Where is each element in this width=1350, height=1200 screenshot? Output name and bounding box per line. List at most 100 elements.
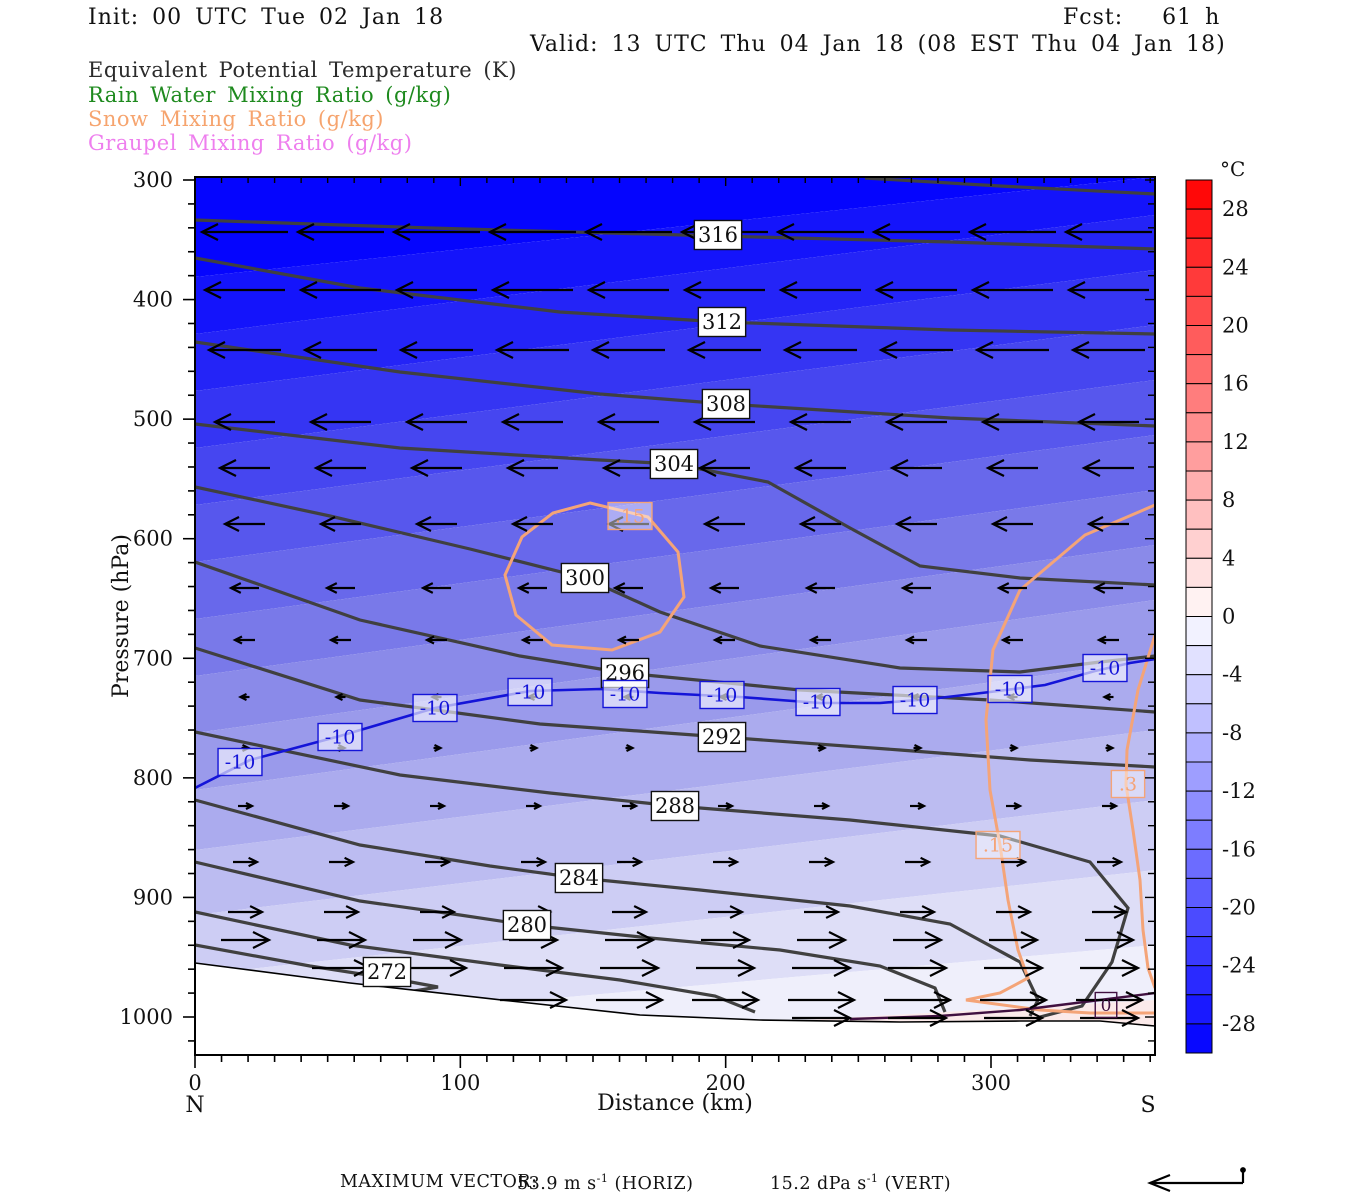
wind-arrow	[984, 1009, 1045, 1027]
colorbar-cell	[1185, 965, 1213, 996]
svg-text:-10: -10	[900, 689, 931, 711]
colorbar-tick-label: 12	[1222, 430, 1249, 454]
svg-text:-10: -10	[1090, 657, 1121, 679]
theta-e-contour-304	[195, 422, 1155, 587]
colorbar-cell	[1185, 1023, 1213, 1054]
wind-arrow	[1009, 744, 1019, 752]
colorbar-cell	[1185, 266, 1213, 297]
colorbar-cell	[1185, 848, 1213, 879]
wind-arrow	[778, 281, 861, 299]
colorbar-cell	[1185, 761, 1213, 792]
plot-area	[195, 177, 1155, 1055]
wind-arrow	[590, 341, 665, 359]
valid-time: Valid: 13 UTC Thu 04 Jan 18 (08 EST Thu …	[530, 32, 1226, 57]
y-tick-label: 300	[133, 168, 173, 192]
wind-arrow	[884, 413, 947, 431]
colorbar-tick-label: 24	[1222, 255, 1249, 279]
colorbar-unit: °C	[1220, 157, 1245, 181]
wind-arrow	[324, 905, 361, 919]
x-end-label-north: N	[185, 1093, 204, 1118]
y-axis-title: Pressure (hPa)	[109, 534, 134, 698]
x-tick-label: 200	[706, 1071, 746, 1095]
wind-arrow	[686, 341, 761, 359]
wind-arrow	[900, 582, 931, 594]
x-tick-label: 0	[188, 1071, 201, 1095]
wind-arrow	[600, 959, 661, 977]
svg-text:280: 280	[507, 913, 547, 937]
wind-arrow	[878, 341, 953, 359]
theta-e-label-316: 316	[693, 219, 743, 251]
wind-arrow	[990, 516, 1033, 532]
terrain-mask	[195, 963, 1155, 1055]
wind-arrow	[318, 516, 361, 532]
wind-arrow	[228, 582, 259, 594]
shading-band	[195, 270, 1155, 448]
wind-arrow	[217, 459, 270, 477]
svg-text:292: 292	[702, 725, 742, 749]
wind-arrow	[430, 802, 447, 810]
legend-snow: Snow Mixing Ratio (g/kg)	[88, 107, 384, 131]
colorbar-cell	[1185, 208, 1213, 239]
wind-arrow	[520, 635, 543, 645]
temperature-label: -10	[699, 680, 745, 710]
wind-arrow	[974, 341, 1049, 359]
colorbar-cell	[1185, 499, 1213, 530]
theta-e-contour-312	[195, 256, 1155, 336]
x-end-label-south: S	[1140, 1093, 1155, 1118]
theta-e-label-272: 272	[362, 956, 412, 988]
colorbar-tick-label: -20	[1222, 896, 1256, 920]
colorbar-tick-label: -12	[1222, 779, 1256, 803]
temperature-label: -10	[892, 685, 938, 715]
wind-arrow	[510, 516, 553, 532]
colorbar-cell	[1185, 703, 1213, 734]
svg-text:308: 308	[706, 392, 746, 416]
wind-arrow	[238, 693, 250, 701]
colorbar-cell	[1185, 819, 1213, 850]
colorbar-tick-label: 16	[1222, 372, 1249, 396]
theta-e-label-292: 292	[697, 721, 747, 753]
svg-text:284: 284	[559, 866, 599, 890]
wind-arrow	[420, 905, 457, 919]
svg-text:-10: -10	[707, 684, 738, 706]
wind-arrow	[788, 413, 851, 431]
wind-arrow	[682, 281, 765, 299]
colorbar-cell	[1185, 732, 1213, 763]
contour-labels: 316312308304300296292288284280272-10-10-…	[217, 219, 1146, 1019]
snow-contours	[503, 501, 1155, 1015]
colorbar-tick-label: -28	[1222, 1012, 1256, 1036]
svg-text:.3: .3	[1119, 773, 1137, 795]
legend-rain-water: Rain Water Mixing Ratio (g/kg)	[88, 83, 452, 107]
wind-arrow	[606, 516, 649, 532]
svg-text:-10: -10	[803, 691, 834, 713]
colorbar-cell	[1185, 645, 1213, 676]
wind-arrow	[612, 905, 649, 919]
wind-arrow	[313, 459, 366, 477]
wind-arrow	[980, 413, 1043, 431]
colorbar-cell	[1185, 354, 1213, 385]
wind-arrow	[424, 635, 447, 645]
legend-theta-e: Equivalent Potential Temperature (K)	[88, 58, 517, 82]
wind-arrow	[793, 459, 846, 477]
colorbar-cell	[1185, 586, 1213, 618]
x-tick-label: 300	[971, 1071, 1011, 1095]
graupel-label: 0	[1094, 991, 1118, 1019]
wind-arrow	[1102, 693, 1114, 701]
wind-arrow	[1006, 802, 1023, 810]
wind-arrow	[317, 931, 368, 949]
wind-arrow	[612, 582, 643, 594]
wind-arrow	[884, 991, 953, 1009]
max-vector-horiz: 53.9 m s-1 (HORIZ)	[517, 1172, 694, 1194]
legend-graupel: Graupel Mixing Ratio (g/kg)	[88, 131, 413, 155]
svg-text:-10: -10	[225, 751, 256, 773]
shading-band	[195, 490, 1155, 676]
wind-arrow	[900, 905, 937, 919]
theta-e-label-308: 308	[701, 388, 751, 420]
wind-arrow	[792, 959, 853, 977]
wind-arrow	[212, 413, 275, 431]
wind-arrow	[494, 341, 569, 359]
wind-arrow	[713, 856, 740, 868]
wind-arrow	[529, 744, 539, 752]
colorbar-tick-label: 28	[1222, 197, 1249, 221]
wind-arrow	[596, 413, 659, 431]
svg-text:304: 304	[654, 452, 694, 476]
